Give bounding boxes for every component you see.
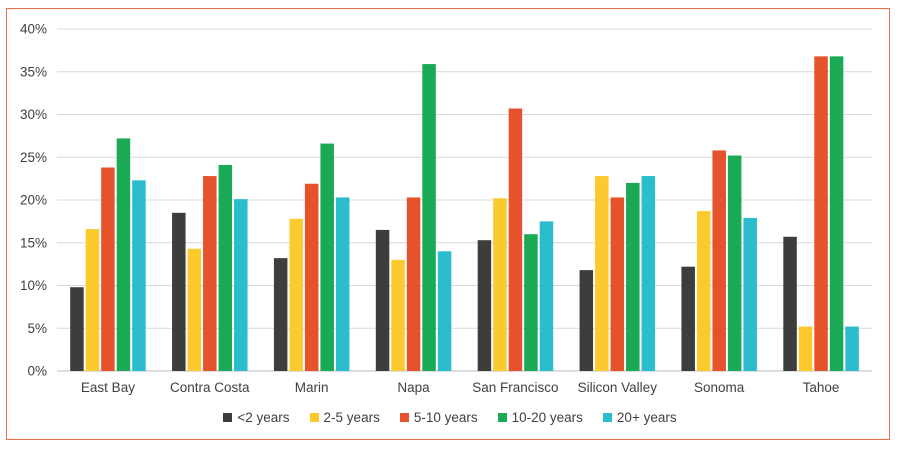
x-tick-label: Tahoe bbox=[803, 380, 840, 395]
bar bbox=[696, 211, 711, 371]
y-tick-label: 40% bbox=[20, 22, 47, 37]
legend-item: <2 years bbox=[223, 410, 290, 425]
legend-item: 10-20 years bbox=[497, 410, 583, 425]
bar bbox=[798, 326, 813, 371]
legend-label: 10-20 years bbox=[511, 410, 583, 425]
x-tick-label: Contra Costa bbox=[170, 380, 250, 395]
bar bbox=[477, 240, 492, 371]
bar bbox=[539, 221, 554, 371]
y-tick-label: 30% bbox=[20, 107, 47, 122]
legend-swatch bbox=[497, 413, 507, 422]
bar bbox=[70, 287, 84, 371]
bar bbox=[391, 259, 405, 371]
x-tick-label: East Bay bbox=[81, 380, 135, 395]
y-tick-label: 15% bbox=[20, 235, 47, 250]
bars bbox=[70, 56, 859, 372]
bar bbox=[273, 258, 288, 371]
y-tick-label: 10% bbox=[20, 278, 47, 293]
bar bbox=[814, 56, 828, 372]
bar bbox=[437, 251, 452, 371]
bar bbox=[132, 180, 146, 371]
legend-item: 20+ years bbox=[602, 410, 677, 425]
bar bbox=[595, 176, 609, 371]
bar bbox=[783, 236, 797, 371]
bar bbox=[85, 229, 100, 371]
bar bbox=[641, 176, 656, 371]
y-tick-label: 5% bbox=[27, 321, 47, 336]
legend-swatch bbox=[602, 413, 612, 422]
x-axis-ticks: East Bay Contra Costa Marin Napa San Francis… bbox=[81, 380, 840, 395]
bar bbox=[422, 64, 436, 372]
bar bbox=[712, 150, 726, 371]
bar bbox=[304, 183, 319, 371]
bar bbox=[579, 270, 594, 371]
bar bbox=[234, 199, 248, 371]
bar bbox=[187, 248, 202, 371]
x-tick-label: Napa bbox=[397, 380, 430, 395]
legend-label: 20+ years bbox=[616, 410, 677, 425]
bar bbox=[116, 138, 131, 371]
y-tick-label: 0% bbox=[27, 364, 47, 379]
y-tick-label: 20% bbox=[20, 193, 47, 208]
bar bbox=[203, 176, 217, 371]
x-tick-label: San Francisco bbox=[472, 380, 558, 395]
bar bbox=[829, 56, 844, 372]
legend-label: <2 years bbox=[237, 410, 290, 425]
bar bbox=[335, 197, 350, 371]
bar bbox=[218, 164, 233, 371]
bar bbox=[626, 182, 640, 371]
x-tick-label: Marin bbox=[295, 380, 329, 395]
bar bbox=[845, 326, 859, 371]
x-tick-label: Sonoma bbox=[694, 380, 745, 395]
bar bbox=[172, 212, 186, 371]
legend-swatch bbox=[223, 413, 233, 422]
bar bbox=[727, 155, 742, 371]
bar-chart: 0% 5% 10% 15% 20% 25% 30% 35% 40% East Bay Contra… bbox=[20, 22, 872, 395]
legend: <2 years 2-5 years 5-10 years 10-20 years 20… bbox=[0, 410, 900, 425]
legend-swatch bbox=[399, 413, 409, 422]
legend-item: 5-10 years bbox=[399, 410, 478, 425]
bar bbox=[375, 229, 390, 371]
bar bbox=[743, 217, 757, 371]
legend-label: 5-10 years bbox=[413, 410, 478, 425]
y-tick-label: 35% bbox=[20, 64, 47, 79]
bar bbox=[610, 197, 625, 371]
y-axis-ticks: 0% 5% 10% 15% 20% 25% 30% 35% 40% bbox=[20, 22, 47, 379]
bar bbox=[101, 167, 115, 371]
x-tick-label: Silicon Valley bbox=[578, 380, 658, 395]
legend-item: 2-5 years bbox=[309, 410, 380, 425]
legend-label: 2-5 years bbox=[323, 410, 380, 425]
legend-swatch bbox=[309, 413, 319, 422]
bar bbox=[289, 218, 303, 371]
bar bbox=[524, 234, 538, 371]
bar bbox=[508, 108, 523, 371]
bar bbox=[681, 266, 695, 371]
bar bbox=[406, 197, 421, 371]
y-tick-label: 25% bbox=[20, 150, 47, 165]
bar bbox=[320, 143, 334, 371]
bar bbox=[493, 198, 507, 371]
